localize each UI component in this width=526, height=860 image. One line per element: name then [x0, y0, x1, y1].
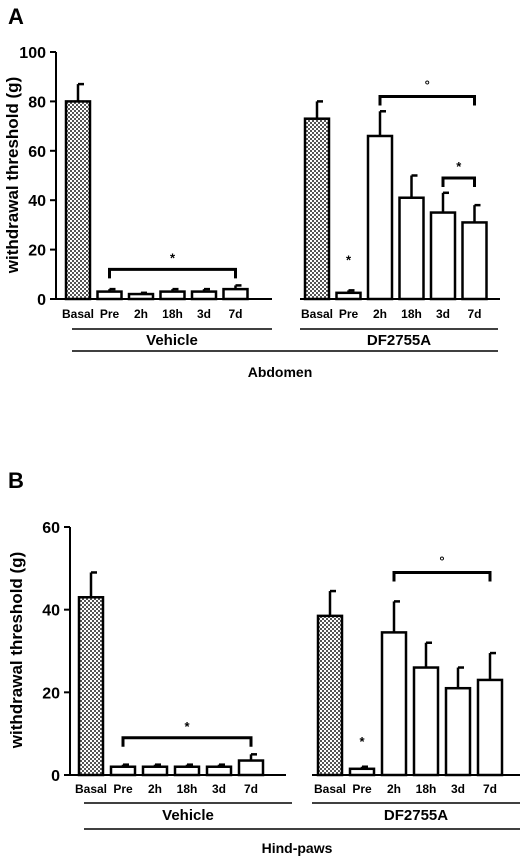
group-label: DF2755A: [367, 332, 431, 349]
x-tick-label: 7d: [467, 307, 481, 321]
bar-3d: [190, 290, 218, 301]
x-tick-label: Pre: [339, 307, 359, 321]
x-tick-label: 2h: [387, 782, 401, 796]
significance-mark: °: [425, 77, 430, 92]
x-tick-label: 3d: [197, 307, 211, 321]
significance-mark: *: [184, 719, 190, 734]
x-tick-label: Pre: [113, 782, 133, 796]
significance-mark: *: [346, 252, 352, 267]
x-tick-label: Basal: [314, 782, 346, 796]
x-tick-label: 7d: [244, 782, 258, 796]
x-tick-label: Basal: [301, 307, 333, 321]
bar-18h: [159, 290, 186, 301]
significance-bracket: [378, 94, 476, 106]
x-tick-label: 3d: [451, 782, 465, 796]
bar-pre: [335, 291, 362, 301]
bar-7d: [476, 678, 504, 777]
bar-7d: [461, 221, 488, 301]
x-tick-label: Pre: [100, 307, 120, 321]
bar-basal: [64, 100, 92, 301]
bar-18h: [412, 666, 440, 777]
x-tick-label: 7d: [228, 307, 242, 321]
bar-basal: [77, 596, 105, 777]
panel-letter: B: [8, 468, 24, 493]
bar-18h: [398, 196, 425, 301]
y-tick-label: 40: [28, 193, 46, 210]
bar-7d: [237, 759, 265, 777]
x-tick-label: 7d: [483, 782, 497, 796]
section-label: Hind-paws: [262, 840, 333, 856]
y-axis-label: withdrawal threshold (g): [7, 552, 26, 749]
significance-bracket: [108, 267, 237, 279]
x-tick-label: 18h: [162, 307, 183, 321]
x-tick-label: 18h: [401, 307, 422, 321]
x-tick-label: Pre: [352, 782, 372, 796]
bar-pre: [109, 765, 137, 777]
significance-mark: *: [456, 159, 462, 174]
x-tick-label: 18h: [416, 782, 437, 796]
significance-mark: °: [439, 553, 444, 568]
y-tick-label: 40: [42, 603, 60, 620]
bar-pre: [96, 290, 123, 301]
section-label: Abdomen: [248, 364, 313, 380]
x-tick-label: 3d: [212, 782, 226, 796]
group-label: Vehicle: [162, 807, 214, 824]
x-tick-label: Basal: [62, 307, 94, 321]
y-axis-label: withdrawal threshold (g): [3, 77, 22, 274]
y-tick-label: 100: [19, 45, 46, 62]
x-tick-label: 2h: [373, 307, 387, 321]
bar-18h: [173, 765, 201, 777]
bar-2h: [380, 631, 408, 777]
bar-3d: [429, 211, 457, 301]
y-tick-label: 60: [28, 144, 46, 161]
bar-basal: [303, 117, 331, 301]
panel-letter: A: [8, 4, 24, 29]
bar-basal: [316, 614, 344, 777]
y-tick-label: 60: [42, 520, 60, 537]
group-label: Vehicle: [146, 332, 198, 349]
bar-pre: [348, 767, 376, 777]
significance-bracket: [392, 570, 492, 582]
y-tick-label: 0: [37, 292, 46, 309]
bar-2h: [127, 292, 155, 301]
significance-mark: *: [170, 250, 176, 265]
x-tick-label: 3d: [436, 307, 450, 321]
y-tick-label: 0: [51, 768, 60, 785]
group-label: DF2755A: [384, 807, 448, 824]
y-tick-label: 20: [42, 685, 60, 702]
x-tick-label: 18h: [177, 782, 198, 796]
bar-3d: [205, 765, 233, 777]
y-tick-label: 80: [28, 94, 46, 111]
significance-bracket: [441, 176, 476, 187]
x-tick-label: 2h: [148, 782, 162, 796]
x-tick-label: Basal: [75, 782, 107, 796]
significance-bracket: [121, 736, 253, 747]
x-tick-label: 2h: [134, 307, 148, 321]
bar-2h: [366, 134, 394, 301]
bar-3d: [444, 686, 472, 777]
y-tick-label: 20: [28, 243, 46, 260]
bar-2h: [141, 765, 169, 777]
significance-mark: *: [359, 734, 365, 749]
bar-7d: [222, 287, 249, 301]
